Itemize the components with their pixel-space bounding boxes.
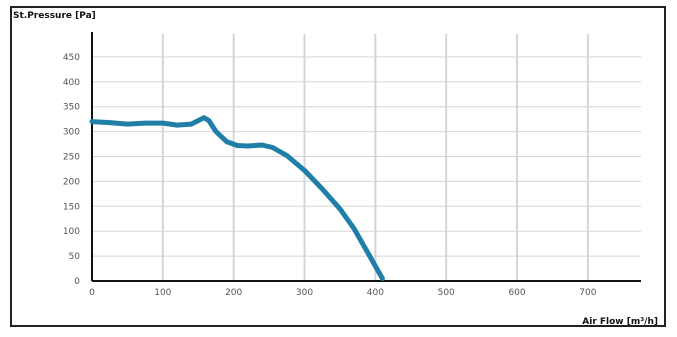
x-tick-label: 100 (154, 288, 171, 298)
x-tick-label: 0 (89, 288, 95, 298)
x-tick-label: 200 (225, 288, 242, 298)
x-tick-label: 500 (438, 288, 455, 298)
y-tick-label: 350 (63, 103, 80, 113)
x-axis-label: Air Flow [m³/h] (582, 317, 658, 327)
x-tick-label: 300 (296, 288, 313, 298)
y-tick-label: 150 (63, 202, 80, 212)
y-tick-label: 450 (63, 53, 80, 63)
y-tick-label: 50 (69, 252, 81, 262)
x-tick-label: 700 (579, 288, 596, 298)
x-tick-label: 400 (367, 288, 384, 298)
y-tick-label: 400 (63, 78, 80, 88)
y-axis-label: St.Pressure [Pa] (13, 11, 96, 21)
pressure-curve-line (89, 115, 385, 281)
y-tick-label: 0 (74, 277, 80, 287)
x-tick-label: 600 (508, 288, 525, 298)
y-tick-label: 200 (63, 177, 80, 187)
y-tick-label: 250 (63, 153, 80, 163)
y-tick-label: 100 (63, 227, 80, 237)
chart-frame (10, 6, 666, 327)
y-tick-label: 300 (63, 128, 80, 138)
